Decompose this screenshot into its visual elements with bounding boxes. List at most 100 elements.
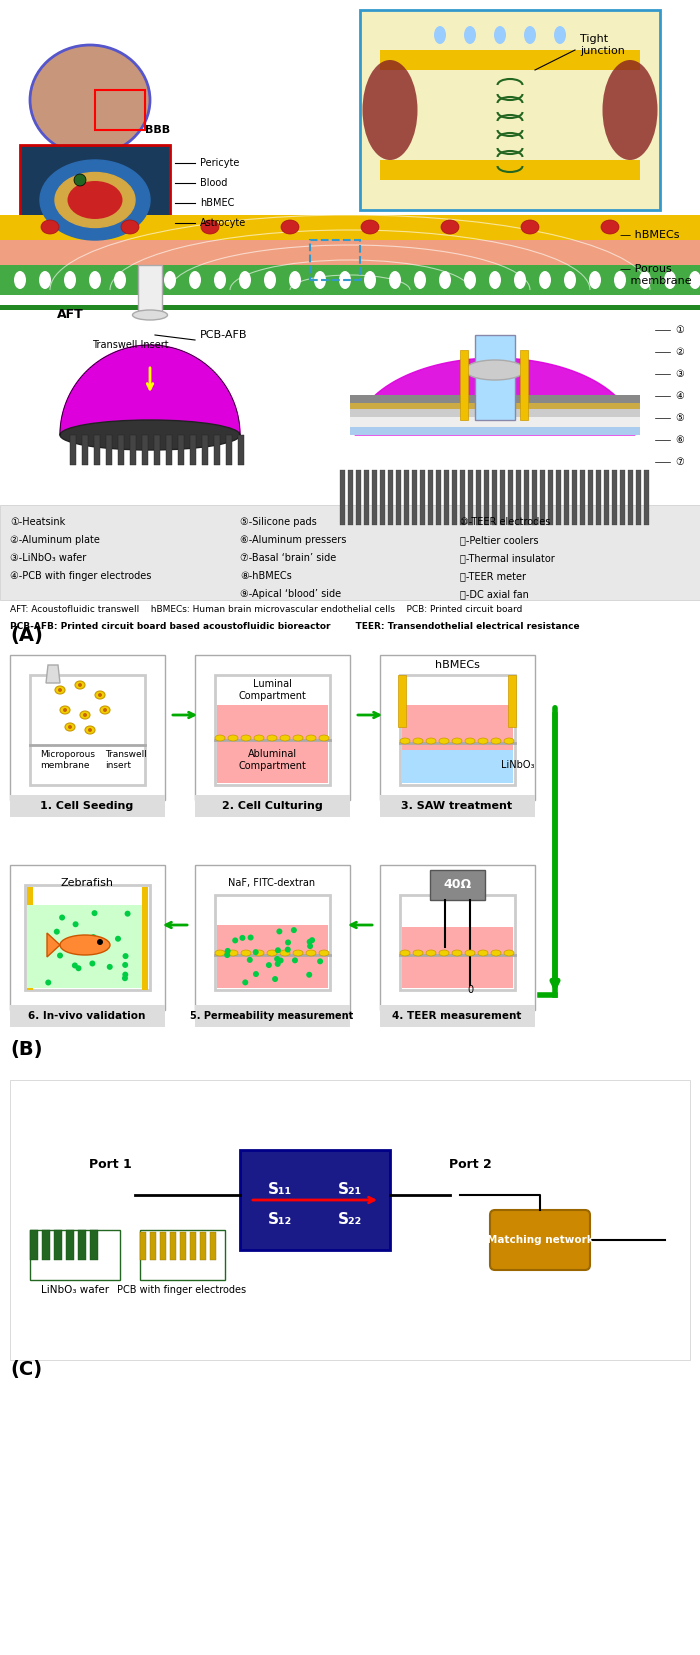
Text: Zebrafish: Zebrafish — [60, 879, 113, 889]
Text: Abluminal
Compartment: Abluminal Compartment — [238, 750, 306, 771]
Text: PCB-AFB: Printed circuit board based acoustofluidic bioreactor        TEER: Tran: PCB-AFB: Printed circuit board based aco… — [10, 622, 580, 631]
Circle shape — [68, 725, 72, 728]
Ellipse shape — [89, 271, 101, 290]
Bar — [402, 927, 513, 988]
Circle shape — [63, 708, 67, 712]
Ellipse shape — [413, 950, 423, 957]
Text: ⑥-Aluminum pressers: ⑥-Aluminum pressers — [240, 535, 346, 544]
Bar — [25, 885, 150, 990]
Bar — [484, 470, 489, 525]
Text: LiNbO₃: LiNbO₃ — [501, 760, 535, 770]
Bar — [350, 427, 640, 435]
Bar — [596, 470, 601, 525]
Polygon shape — [355, 357, 635, 435]
Bar — [572, 470, 577, 525]
Bar — [78, 1230, 86, 1259]
Bar — [226, 435, 232, 465]
Ellipse shape — [452, 738, 462, 745]
Circle shape — [295, 932, 301, 938]
Bar — [10, 866, 165, 1010]
Ellipse shape — [215, 735, 225, 741]
Bar — [380, 50, 640, 70]
Text: PCB with finger electrodes: PCB with finger electrodes — [118, 1284, 246, 1294]
Text: S₂₁: S₂₁ — [338, 1183, 362, 1198]
Circle shape — [74, 174, 86, 185]
Bar — [94, 435, 100, 465]
Circle shape — [321, 975, 328, 980]
Ellipse shape — [228, 735, 238, 741]
Bar — [636, 470, 641, 525]
Text: ①: ① — [675, 324, 684, 334]
Text: AFT: AFT — [57, 308, 83, 321]
Text: ④: ④ — [675, 391, 684, 401]
Ellipse shape — [465, 738, 475, 745]
Ellipse shape — [39, 271, 51, 290]
Circle shape — [83, 713, 87, 717]
Text: (C): (C) — [10, 1360, 42, 1380]
Ellipse shape — [400, 738, 410, 745]
Ellipse shape — [306, 950, 316, 957]
Ellipse shape — [254, 735, 264, 741]
Text: ⑤: ⑤ — [675, 414, 684, 424]
Bar — [492, 470, 497, 525]
Ellipse shape — [289, 271, 301, 290]
Bar — [0, 215, 700, 240]
Circle shape — [256, 968, 262, 973]
Bar — [452, 470, 457, 525]
Bar — [400, 675, 515, 784]
Bar — [380, 161, 640, 180]
Bar — [356, 470, 361, 525]
Text: Luminal
Compartment: Luminal Compartment — [238, 679, 306, 700]
Ellipse shape — [614, 271, 626, 290]
Bar — [628, 470, 633, 525]
Text: S₂₂: S₂₂ — [338, 1213, 362, 1228]
Bar — [475, 334, 515, 420]
Bar — [142, 435, 148, 465]
Bar — [140, 1231, 146, 1259]
Text: BBB: BBB — [145, 126, 170, 136]
Polygon shape — [46, 665, 60, 684]
Bar — [150, 1231, 156, 1259]
Ellipse shape — [439, 950, 449, 957]
Ellipse shape — [363, 60, 417, 161]
Circle shape — [108, 952, 114, 958]
Bar — [532, 470, 537, 525]
Ellipse shape — [426, 738, 436, 745]
Ellipse shape — [504, 738, 514, 745]
Circle shape — [285, 965, 291, 971]
Ellipse shape — [60, 935, 110, 955]
Bar — [202, 435, 208, 465]
Bar — [210, 1231, 216, 1259]
Circle shape — [103, 708, 107, 712]
Ellipse shape — [60, 707, 70, 713]
Text: ⑥: ⑥ — [675, 435, 684, 445]
Text: ②: ② — [675, 348, 684, 357]
Ellipse shape — [319, 735, 329, 741]
Bar — [604, 470, 609, 525]
Ellipse shape — [241, 950, 251, 957]
Text: ⑤-Silicone pads: ⑤-Silicone pads — [240, 516, 316, 526]
Bar — [0, 265, 700, 295]
Bar — [428, 470, 433, 525]
Bar — [372, 470, 377, 525]
Circle shape — [111, 943, 117, 950]
Ellipse shape — [201, 220, 219, 233]
Ellipse shape — [539, 271, 551, 290]
Circle shape — [241, 942, 246, 948]
Bar — [10, 794, 165, 818]
Ellipse shape — [491, 950, 501, 957]
Ellipse shape — [521, 220, 539, 233]
Text: ⑨-Apical ‘blood’ side: ⑨-Apical ‘blood’ side — [240, 589, 341, 599]
Bar — [138, 265, 162, 314]
Ellipse shape — [478, 738, 488, 745]
Text: ⑦: ⑦ — [675, 457, 684, 467]
Bar — [460, 470, 465, 525]
Ellipse shape — [55, 172, 135, 227]
Bar — [524, 470, 529, 525]
Text: (A): (A) — [10, 626, 43, 644]
Bar — [402, 705, 513, 763]
Circle shape — [270, 958, 276, 963]
Bar — [516, 470, 521, 525]
Circle shape — [270, 978, 275, 985]
Circle shape — [120, 971, 127, 976]
